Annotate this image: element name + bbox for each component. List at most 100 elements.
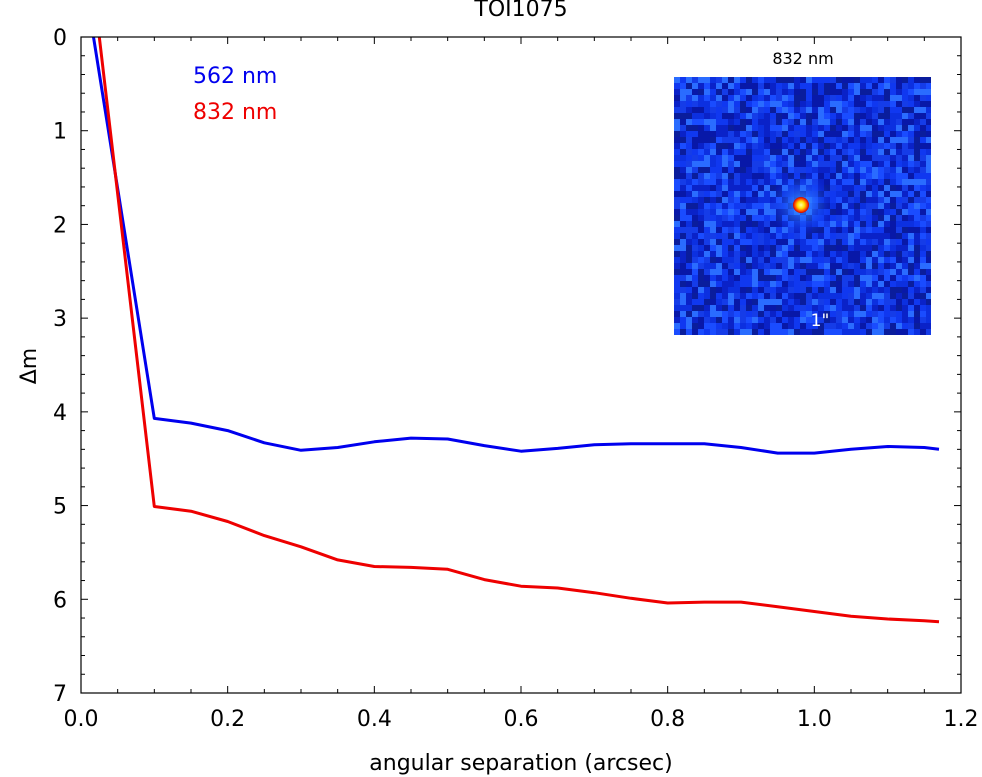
inset-noise-pixel [914, 131, 920, 137]
inset-noise-pixel [890, 95, 896, 101]
inset-noise-pixel [878, 179, 884, 185]
inset-noise-pixel [818, 119, 824, 125]
inset-noise-pixel [692, 275, 698, 281]
inset-noise-pixel [914, 95, 920, 101]
inset-noise-pixel [878, 227, 884, 233]
inset-noise-pixel [920, 275, 926, 281]
inset-noise-pixel [884, 215, 890, 221]
inset-noise-pixel [782, 167, 788, 173]
inset-noise-pixel [764, 203, 770, 209]
inset-noise-pixel [722, 179, 728, 185]
inset-noise-pixel [842, 293, 848, 299]
inset-noise-pixel [776, 101, 782, 107]
inset-noise-pixel [812, 149, 818, 155]
inset-noise-pixel [692, 77, 698, 83]
inset-scale-label: 1" [811, 311, 830, 331]
inset-noise-pixel [920, 131, 926, 137]
inset-noise-pixel [686, 89, 692, 95]
inset-noise-pixel [836, 119, 842, 125]
inset-noise-pixel [920, 233, 926, 239]
inset-noise-pixel [776, 287, 782, 293]
inset-noise-pixel [722, 113, 728, 119]
inset-noise-pixel [896, 275, 902, 281]
inset-noise-pixel [836, 281, 842, 287]
inset-noise-pixel [728, 155, 734, 161]
inset-noise-pixel [704, 167, 710, 173]
inset-noise-pixel [806, 311, 812, 317]
inset-noise-pixel [674, 245, 680, 251]
inset-noise-pixel [812, 137, 818, 143]
inset-noise-pixel [812, 77, 818, 83]
inset-noise-pixel [884, 149, 890, 155]
inset-noise-pixel [848, 95, 854, 101]
inset-noise-pixel [692, 227, 698, 233]
inset-noise-pixel [890, 275, 896, 281]
inset-noise-pixel [728, 137, 734, 143]
inset-noise-pixel [836, 269, 842, 275]
inset-noise-pixel [710, 233, 716, 239]
inset-noise-pixel [746, 293, 752, 299]
inset-noise-pixel [818, 131, 824, 137]
inset-noise-pixel [782, 137, 788, 143]
inset-noise-pixel [872, 167, 878, 173]
inset-noise-pixel [728, 269, 734, 275]
inset-noise-pixel [740, 95, 746, 101]
inset-noise-pixel [836, 323, 842, 329]
inset-noise-pixel [896, 77, 902, 83]
inset-noise-pixel [926, 275, 931, 281]
inset-noise-pixel [896, 221, 902, 227]
inset-noise-pixel [704, 263, 710, 269]
inset-noise-pixel [884, 299, 890, 305]
inset-noise-pixel [914, 275, 920, 281]
inset-noise-pixel [722, 215, 728, 221]
inset-noise-pixel [758, 137, 764, 143]
inset-noise-pixel [866, 251, 872, 257]
inset-noise-pixel [770, 251, 776, 257]
inset-noise-pixel [746, 161, 752, 167]
inset-noise-pixel [878, 305, 884, 311]
inset-noise-pixel [842, 287, 848, 293]
inset-noise-pixel [860, 191, 866, 197]
inset-noise-pixel [728, 239, 734, 245]
inset-noise-pixel [926, 257, 931, 263]
inset-noise-pixel [848, 131, 854, 137]
inset-noise-pixel [866, 239, 872, 245]
inset-noise-pixel [872, 251, 878, 257]
inset-noise-pixel [740, 167, 746, 173]
inset-noise-pixel [902, 113, 908, 119]
inset-noise-pixel [746, 269, 752, 275]
inset-noise-pixel [854, 113, 860, 119]
inset-noise-pixel [878, 131, 884, 137]
inset-noise-pixel [896, 161, 902, 167]
inset-noise-pixel [842, 161, 848, 167]
inset-noise-pixel [848, 119, 854, 125]
inset-noise-pixel [674, 155, 680, 161]
inset-noise-pixel [866, 167, 872, 173]
inset-noise-pixel [818, 161, 824, 167]
inset-noise-pixel [764, 323, 770, 329]
inset-noise-pixel [920, 323, 926, 329]
inset-noise-pixel [812, 293, 818, 299]
inset-noise-pixel [890, 299, 896, 305]
inset-noise-pixel [902, 215, 908, 221]
inset-noise-pixel [782, 173, 788, 179]
inset-noise-pixel [728, 149, 734, 155]
inset-noise-pixel [794, 245, 800, 251]
inset-noise-pixel [758, 329, 764, 335]
inset-noise-pixel [674, 167, 680, 173]
inset-noise-pixel [896, 143, 902, 149]
inset-noise-pixel [710, 287, 716, 293]
inset-noise-pixel [800, 77, 806, 83]
inset-noise-pixel [848, 311, 854, 317]
inset-noise-pixel [866, 191, 872, 197]
inset-noise-pixel [752, 179, 758, 185]
inset-noise-pixel [746, 155, 752, 161]
inset-noise-pixel [926, 143, 931, 149]
inset-noise-pixel [860, 119, 866, 125]
inset-noise-pixel [836, 263, 842, 269]
inset-noise-pixel [842, 179, 848, 185]
inset-noise-pixel [728, 173, 734, 179]
inset-noise-pixel [782, 323, 788, 329]
inset-noise-pixel [908, 113, 914, 119]
inset-noise-pixel [752, 155, 758, 161]
